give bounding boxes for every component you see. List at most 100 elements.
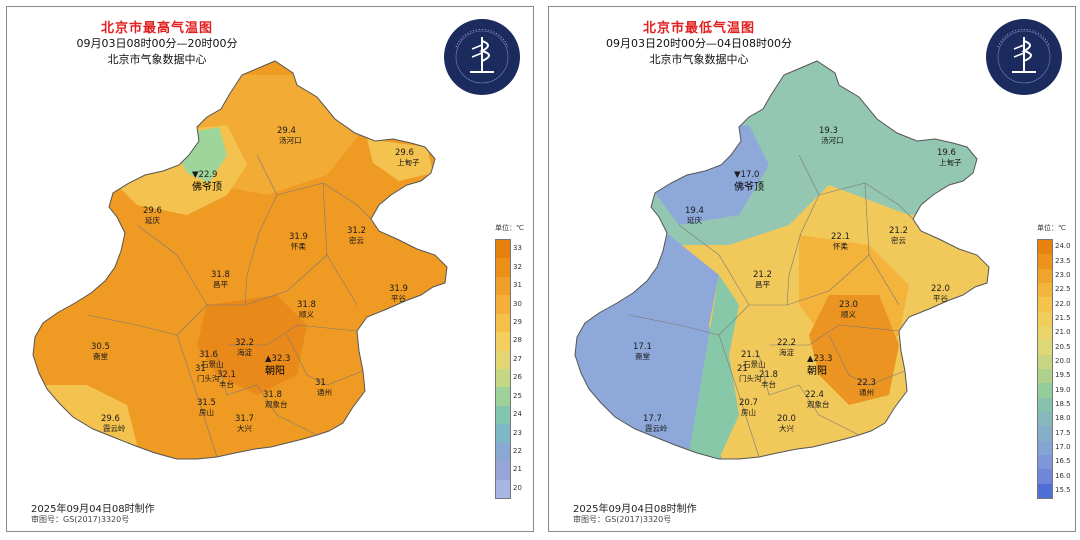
station-name: 通州 [859,387,874,397]
station-name: 延庆 [687,215,702,225]
map-subtitle: 09月03日08时00分—20时00分 [76,37,238,50]
legend-label: 21.0 [1055,328,1071,337]
station-value: 31.6 [199,350,218,360]
legend-color-step [1038,369,1052,384]
station-value: 21.8 [759,370,778,380]
map-fill-light-2 [367,139,433,181]
legend-color-step [1038,440,1052,456]
station-name: 上甸子 [397,157,420,167]
legend-label: 23.0 [1055,270,1071,279]
station-value: 21.1 [741,350,760,360]
beijing-boundary [32,60,448,460]
legend-label: 32 [513,262,522,271]
station-9: 30.5斋堂 [91,342,110,361]
max-temp-map-panel: 北京市最高气温图 09月03日08时00分—20时00分 北京市气象数据中心 [6,6,534,532]
legend-label: 18.0 [1055,414,1071,423]
station-value: 22.0 [931,284,950,294]
legend-label: 29 [513,317,522,326]
legend-color-step [1038,455,1052,470]
station-name: 汤河口 [279,136,302,145]
station-value: 31.9 [389,284,408,294]
station-name: 霞云岭 [645,423,668,433]
legend-label: 23 [513,428,522,437]
legend-label: 15.5 [1055,485,1071,494]
legend-color-step [1038,426,1052,442]
station-value: 30.5 [91,342,110,352]
legend-color-step [1038,297,1052,313]
legend-color-step [1038,326,1052,341]
production-time: 2025年09月04日08时制作 [31,504,155,515]
legend-label: 23.5 [1055,256,1071,265]
legend-color-step [496,332,510,352]
station-3: 29.6延庆 [143,206,162,225]
station-name: 昌平 [755,280,770,289]
temperature-legend-bar [495,239,511,499]
station-name: 昌平 [213,280,228,289]
station-4: 22.1怀柔 [831,232,850,251]
station-value: 19.3 [819,126,838,136]
station-10: 22.2海淀 [777,338,796,357]
map-subtitle: 09月03日20时00分—04日08时00分 [606,37,792,50]
legend-color-step [1038,254,1052,270]
legend-color-step [496,442,510,462]
map-title: 北京市最高气温图 [100,21,213,36]
temperature-legend-bar [1037,239,1053,499]
station-16: 20.7房山 [739,398,758,417]
legend-label: 16.0 [1055,471,1071,480]
legend-color-step [1038,412,1052,427]
station-14: ▲32.3朝阳 [265,354,290,377]
beijing-meteorological-service-logo [986,19,1062,95]
beijing-boundary [574,60,990,460]
map-approval-number: 审图号：GS(2017)3320号 [573,515,672,524]
legend-color-step [1038,483,1052,499]
station-value: 31.8 [211,270,230,280]
station-name: 顺义 [841,310,856,319]
station-value: 31.7 [235,414,254,424]
legend-label: 20.5 [1055,342,1071,351]
station-name: 平谷 [933,294,948,303]
station-value: 20.7 [739,398,758,408]
station-value: ▲32.3 [265,354,290,364]
legend-label: 20.0 [1055,356,1071,365]
station-name: 门头沟 [197,373,220,383]
legend-color-step [1038,340,1052,356]
station-name: 怀柔 [291,241,306,251]
legend-label: 22.5 [1055,285,1071,294]
station-6: 21.2昌平 [753,270,772,289]
legend-label: 19.5 [1055,371,1071,380]
station-value: 19.4 [685,206,704,216]
station-name: 顺义 [299,310,314,319]
station-value: 29.4 [277,126,296,136]
station-name: 门头沟 [739,373,762,383]
station-name: 朝阳 [807,365,827,377]
station-name: 怀柔 [833,241,848,251]
station-9: 17.1斋堂 [633,342,652,361]
station-13: 21.8丰台 [759,370,778,389]
station-name: 通州 [317,387,332,397]
station-name: 斋堂 [635,351,650,361]
station-13: 32.1丰台 [217,370,236,389]
station-value: 23.0 [839,300,858,310]
legend-color-step [1038,383,1052,399]
station-name: 大兴 [779,423,794,433]
station-5: 21.2密云 [889,226,908,245]
station-value: 21.2 [753,270,772,280]
legend-color-step [496,276,510,296]
station-name: 观象台 [807,399,830,409]
station-value: 21.2 [889,226,908,236]
station-value: 22.1 [831,232,850,242]
legend-color-step [496,479,510,499]
legend-label: 16.5 [1055,457,1071,466]
legend-color-step [1038,354,1052,370]
legend-label: 22.0 [1055,299,1071,308]
legend-label: 33 [513,244,522,253]
legend-color-step [496,424,510,444]
legend-label: 27 [513,354,522,363]
map-title: 北京市最低气温图 [642,21,755,36]
station-value: 22.4 [805,390,824,400]
station-5: 31.2密云 [347,226,366,245]
legend-label: 24.0 [1055,242,1071,251]
